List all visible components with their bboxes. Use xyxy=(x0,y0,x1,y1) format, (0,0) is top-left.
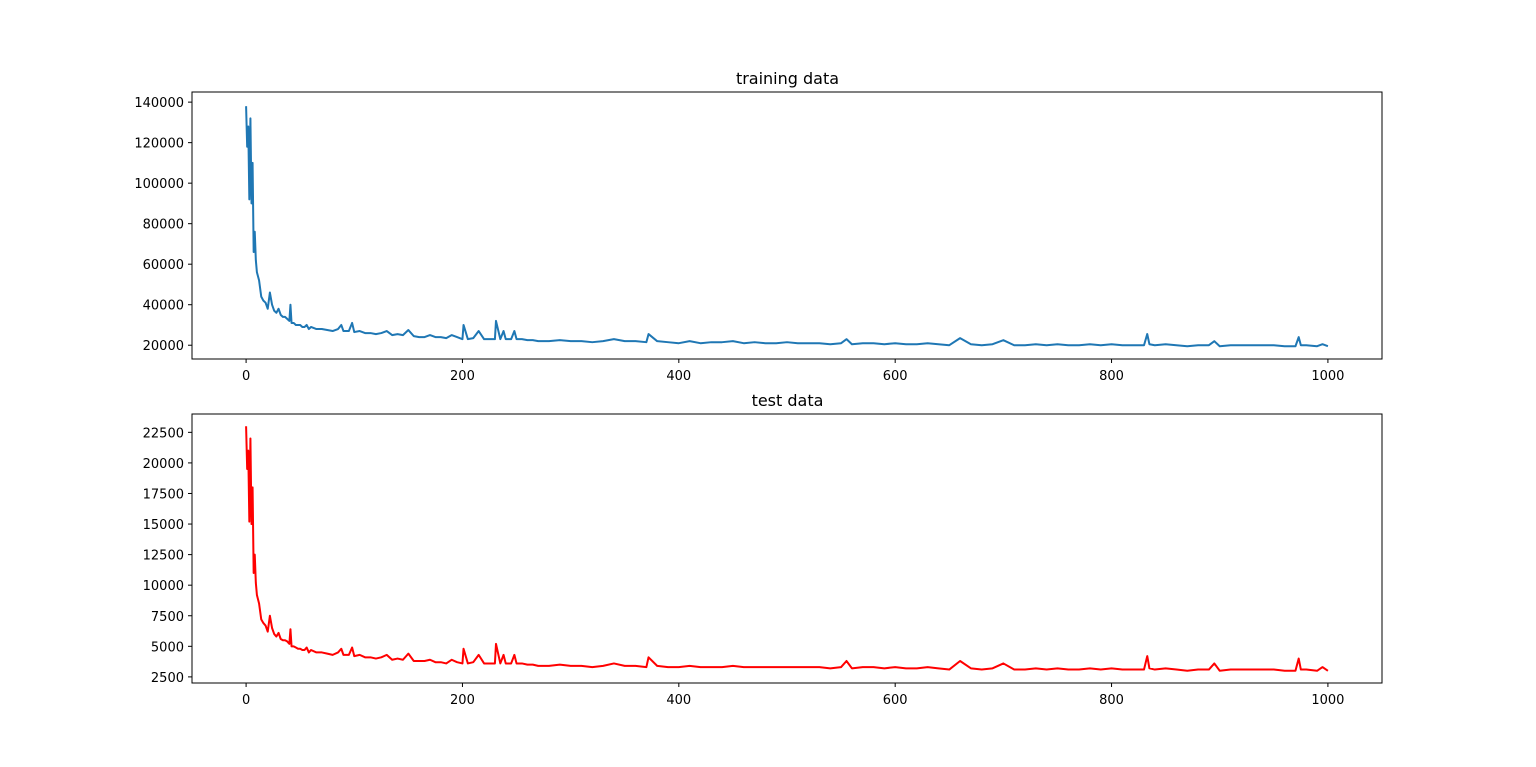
y-tick-label: 17500 xyxy=(143,487,184,502)
x-tick-label: 1000 xyxy=(1311,693,1344,708)
y-tick-label: 120000 xyxy=(134,137,184,152)
axis-ticks: 0 200 400 600 800 1000 2500 5000 7500 10000 12500 1… xyxy=(143,426,1345,708)
x-tick-label: 0 xyxy=(242,693,250,708)
chart-title: test data xyxy=(752,391,824,410)
y-tick-label: 15000 xyxy=(143,518,184,533)
x-tick-label: 0 xyxy=(242,369,250,384)
x-tick-label: 400 xyxy=(666,693,691,708)
y-tick-label: 20000 xyxy=(143,339,184,354)
x-tick-label: 800 xyxy=(1099,693,1124,708)
x-tick-label: 1000 xyxy=(1311,369,1344,384)
test-subplot: test data 0 200 400 600 800 1000 2500 5000 7500 1… xyxy=(143,391,1383,708)
y-tick-label: 2500 xyxy=(151,671,184,686)
y-tick-label: 80000 xyxy=(143,218,184,233)
x-tick-label: 400 xyxy=(666,369,691,384)
x-tick-label: 800 xyxy=(1099,369,1124,384)
x-tick-label: 600 xyxy=(883,693,908,708)
y-tick-label: 5000 xyxy=(151,640,184,655)
chart-title: training data xyxy=(736,69,839,88)
x-tick-label: 200 xyxy=(450,369,475,384)
y-tick-label: 22500 xyxy=(143,426,184,441)
y-tick-label: 100000 xyxy=(134,177,184,192)
y-tick-label: 12500 xyxy=(143,549,184,564)
y-tick-label: 40000 xyxy=(143,299,184,314)
y-tick-label: 7500 xyxy=(151,610,184,625)
plot-frame xyxy=(191,413,1383,684)
y-tick-label: 20000 xyxy=(143,457,184,472)
y-tick-label: 140000 xyxy=(134,96,184,111)
axis-ticks: 0 200 400 600 800 1000 20000 40000 60000 80000 100… xyxy=(134,96,1344,384)
x-tick-label: 600 xyxy=(883,369,908,384)
y-tick-label: 60000 xyxy=(143,258,184,273)
x-tick-label: 200 xyxy=(450,693,475,708)
series-line xyxy=(245,426,1329,672)
plot-frame xyxy=(191,91,1383,360)
series-line xyxy=(245,106,1329,348)
training-subplot: training data 0 200 400 600 800 1000 20000 4000… xyxy=(134,69,1383,384)
y-tick-label: 10000 xyxy=(143,579,184,594)
